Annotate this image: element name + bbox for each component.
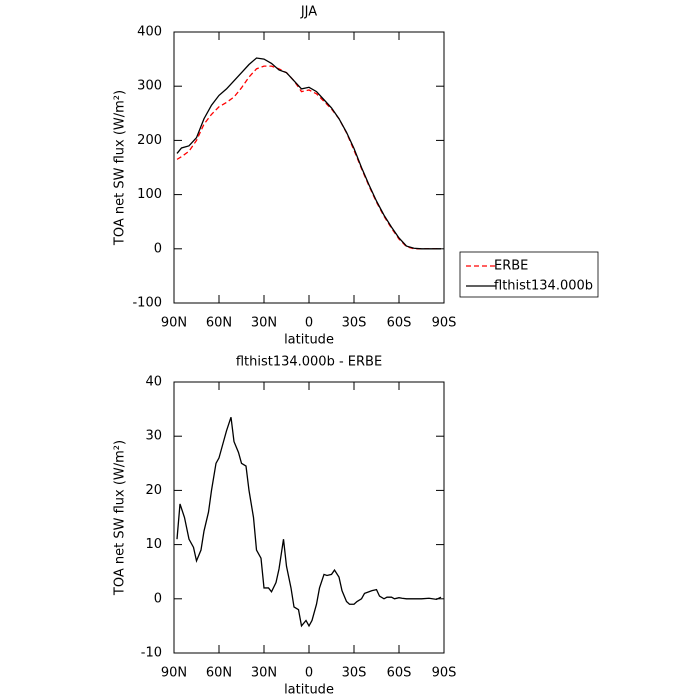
x-axis-label: latitude	[284, 683, 334, 698]
y-axis-label: TOA net SW flux (W/m²)	[113, 440, 128, 596]
y-tick-label: 0	[154, 241, 162, 256]
x-axis-label: latitude	[284, 333, 334, 348]
x-tick-label: 60N	[206, 666, 232, 681]
legend-label: ERBE	[494, 259, 528, 274]
y-tick-label: 100	[137, 187, 162, 202]
y-tick-label: 300	[137, 79, 162, 94]
x-tick-label: 30S	[342, 316, 367, 331]
legend-label: flthist134.000b	[494, 279, 593, 294]
legend-box	[459, 251, 599, 298]
data-line	[176, 57, 441, 250]
y-tick-label: 400	[137, 25, 162, 40]
chart-title: flthist134.000b - ERBE	[236, 355, 382, 370]
y-tick-label: 0	[154, 591, 162, 606]
x-tick-label: 60N	[206, 316, 232, 331]
x-tick-label: 90S	[432, 316, 457, 331]
y-tick-label: 20	[145, 483, 162, 498]
x-tick-label: 30N	[251, 666, 277, 681]
y-tick-label: -10	[141, 646, 162, 661]
x-tick-label: 0	[305, 316, 313, 331]
data-line	[176, 65, 441, 250]
x-tick-label: 90S	[432, 666, 457, 681]
y-tick-label: 40	[145, 375, 162, 390]
plot-frame	[173, 31, 445, 304]
x-tick-label: 30N	[251, 316, 277, 331]
x-tick-label: 30S	[342, 666, 367, 681]
y-tick-label: 10	[145, 537, 162, 552]
x-tick-label: 60S	[387, 666, 412, 681]
data-line	[176, 417, 442, 628]
plot-frame	[173, 381, 445, 654]
x-tick-label: 60S	[387, 316, 412, 331]
x-tick-label: 0	[305, 666, 313, 681]
y-tick-label: 30	[145, 429, 162, 444]
x-tick-label: 90N	[161, 666, 187, 681]
y-axis-label: TOA net SW flux (W/m²)	[113, 90, 128, 246]
y-tick-label: 200	[137, 133, 162, 148]
x-tick-label: 90N	[161, 316, 187, 331]
chart-title: JJA	[300, 5, 317, 20]
y-tick-label: -100	[132, 296, 162, 311]
